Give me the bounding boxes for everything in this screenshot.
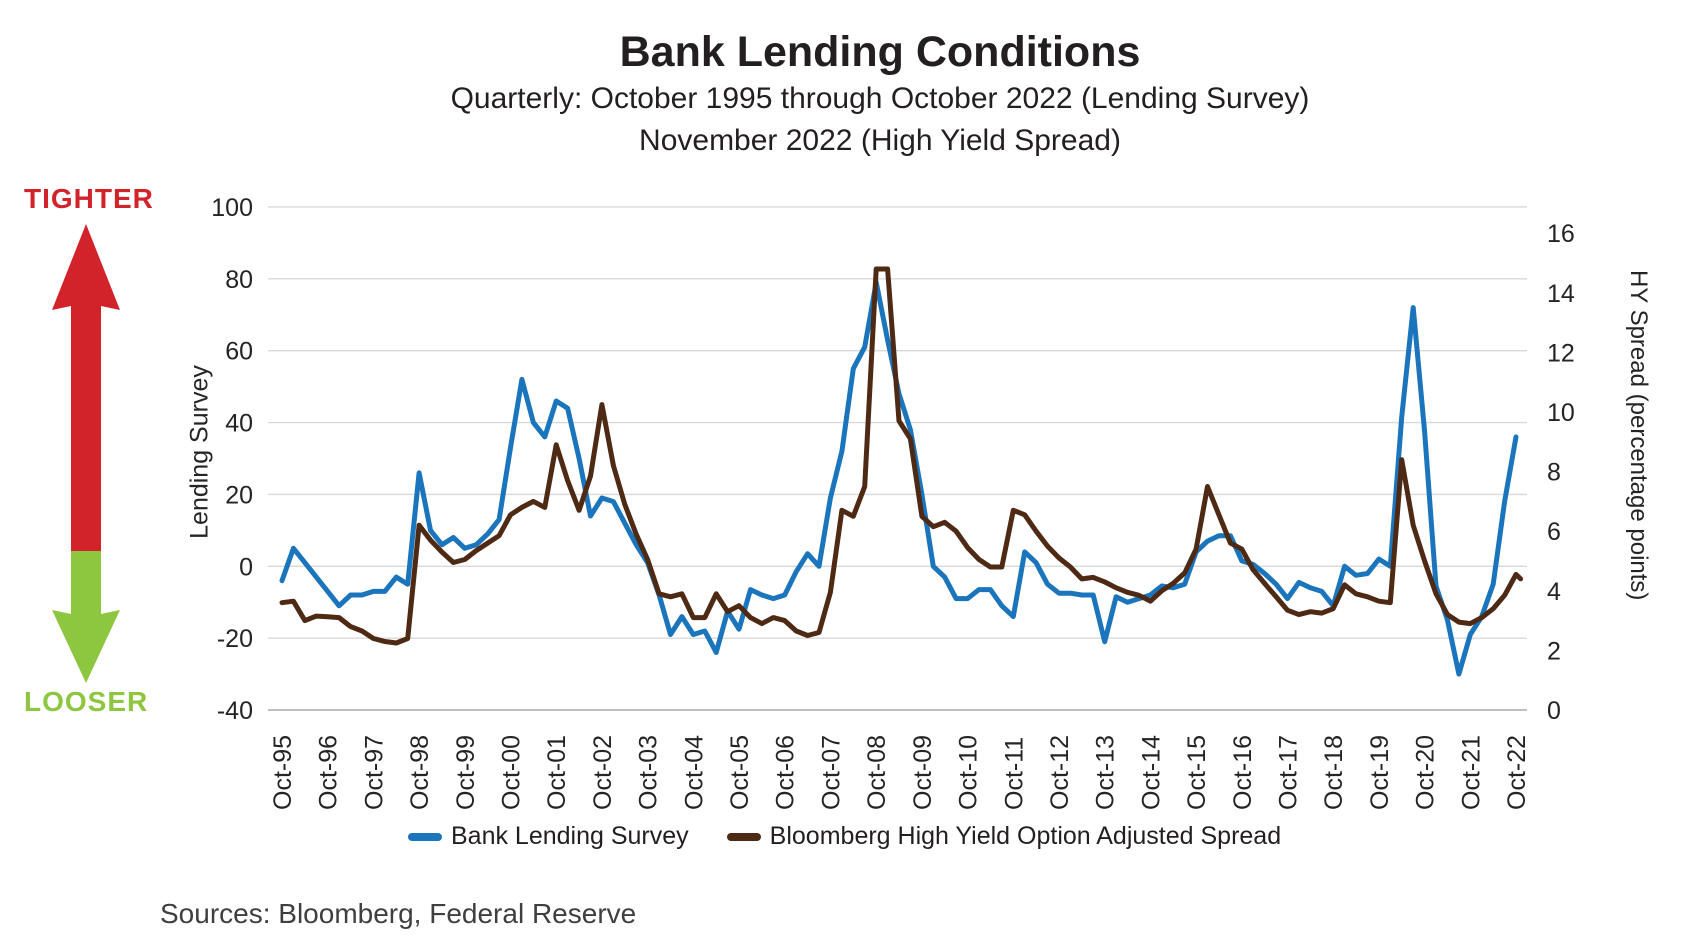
x-axis-tick: Oct-09 [909, 735, 937, 810]
left-axis-tick: 60 [225, 338, 253, 366]
left-axis-tick: 0 [239, 553, 253, 581]
right-axis-tick: 0 [1547, 697, 1561, 725]
x-axis-tick: Oct-05 [726, 735, 754, 810]
looser-label: LOOSER [24, 686, 149, 717]
lending-survey-line [279, 279, 1519, 677]
x-axis-tick: Oct-97 [360, 735, 388, 810]
x-axis-tick: Oct-16 [1229, 735, 1257, 810]
right-axis-tick: 12 [1547, 339, 1575, 367]
lending-survey-swatch [408, 832, 442, 841]
x-axis-tick: Oct-17 [1274, 735, 1302, 810]
x-axis-tick: Oct-02 [589, 735, 617, 810]
left-axis-tick: 100 [211, 194, 253, 222]
left-axis-tick: 20 [225, 481, 253, 509]
hy-spread-line [279, 266, 1524, 646]
x-axis-tick: Oct-04 [680, 735, 708, 810]
x-axis-tick: Oct-13 [1092, 735, 1120, 810]
x-axis-tick: Oct-01 [543, 735, 571, 810]
right-axis-tick: 8 [1547, 459, 1561, 487]
x-axis-tick: Oct-07 [817, 735, 845, 810]
chart-subtitle-line2: November 2022 (High Yield Spread) [639, 124, 1121, 157]
x-axis-tick: Oct-03 [635, 735, 663, 810]
chart-title: Bank Lending Conditions [619, 28, 1141, 76]
x-axis-tick: Oct-11 [1000, 737, 1028, 810]
right-axis-tick: 16 [1547, 220, 1575, 248]
sources-note: Sources: Bloomberg, Federal Reserve [160, 898, 637, 929]
legend-label-lending-survey: Bank Lending Survey [451, 822, 689, 850]
x-axis-tick: Oct-06 [772, 735, 800, 810]
left-axis-tick: 80 [225, 266, 253, 294]
legend-label-hy-spread: Bloomberg High Yield Option Adjusted Spr… [769, 822, 1282, 850]
x-axis-tick: Oct-19 [1366, 735, 1394, 810]
left-axis-title: Lending Survey [185, 365, 214, 539]
x-axis-tick: Oct-15 [1183, 735, 1211, 810]
looser-down-arrow [52, 551, 120, 683]
chart-subtitle-line1: Quarterly: October 1995 through October … [450, 82, 1310, 115]
left-axis-tick: -40 [217, 697, 253, 725]
legend-item-lending-survey: Bank Lending Survey [408, 822, 689, 851]
right-axis-tick: 2 [1547, 637, 1561, 665]
x-axis-tick: Oct-12 [1046, 735, 1074, 810]
x-axis-tick: Oct-21 [1457, 735, 1485, 810]
chart-header: Bank Lending Conditions Quarterly: Octob… [77, 26, 1683, 162]
right-axis-tick: 4 [1547, 578, 1561, 606]
left-axis-tick: -20 [217, 625, 253, 653]
right-axis-title: HY Spread (percentage points) [1625, 270, 1652, 601]
hy-spread-swatch [726, 832, 761, 841]
right-axis-tick: 6 [1547, 518, 1561, 546]
x-axis-tick: Oct-96 [315, 735, 343, 810]
x-axis-tick: Oct-00 [498, 735, 526, 810]
tighter-label: TIGHTER [24, 183, 154, 214]
tighter-up-arrow [52, 224, 120, 551]
legend: Bank Lending Survey Bloomberg High Yield… [408, 822, 1281, 851]
x-axis-tick: Oct-99 [452, 735, 480, 810]
left-axis-tick: 40 [225, 410, 253, 438]
x-axis-tick: Oct-18 [1320, 735, 1348, 810]
x-axis-tick: Oct-22 [1503, 735, 1531, 810]
x-axis-tick: Oct-10 [955, 735, 983, 810]
x-axis-tick: Oct-20 [1412, 735, 1440, 810]
right-axis-tick: 10 [1547, 399, 1575, 427]
x-axis-tick: Oct-95 [269, 735, 297, 810]
x-axis-tick: Oct-08 [863, 735, 891, 810]
x-axis-tick: Oct-98 [406, 735, 434, 810]
x-axis-tick: Oct-14 [1137, 735, 1165, 810]
legend-item-hy-spread: Bloomberg High Yield Option Adjusted Spr… [726, 822, 1282, 851]
right-axis-tick: 14 [1547, 280, 1575, 308]
